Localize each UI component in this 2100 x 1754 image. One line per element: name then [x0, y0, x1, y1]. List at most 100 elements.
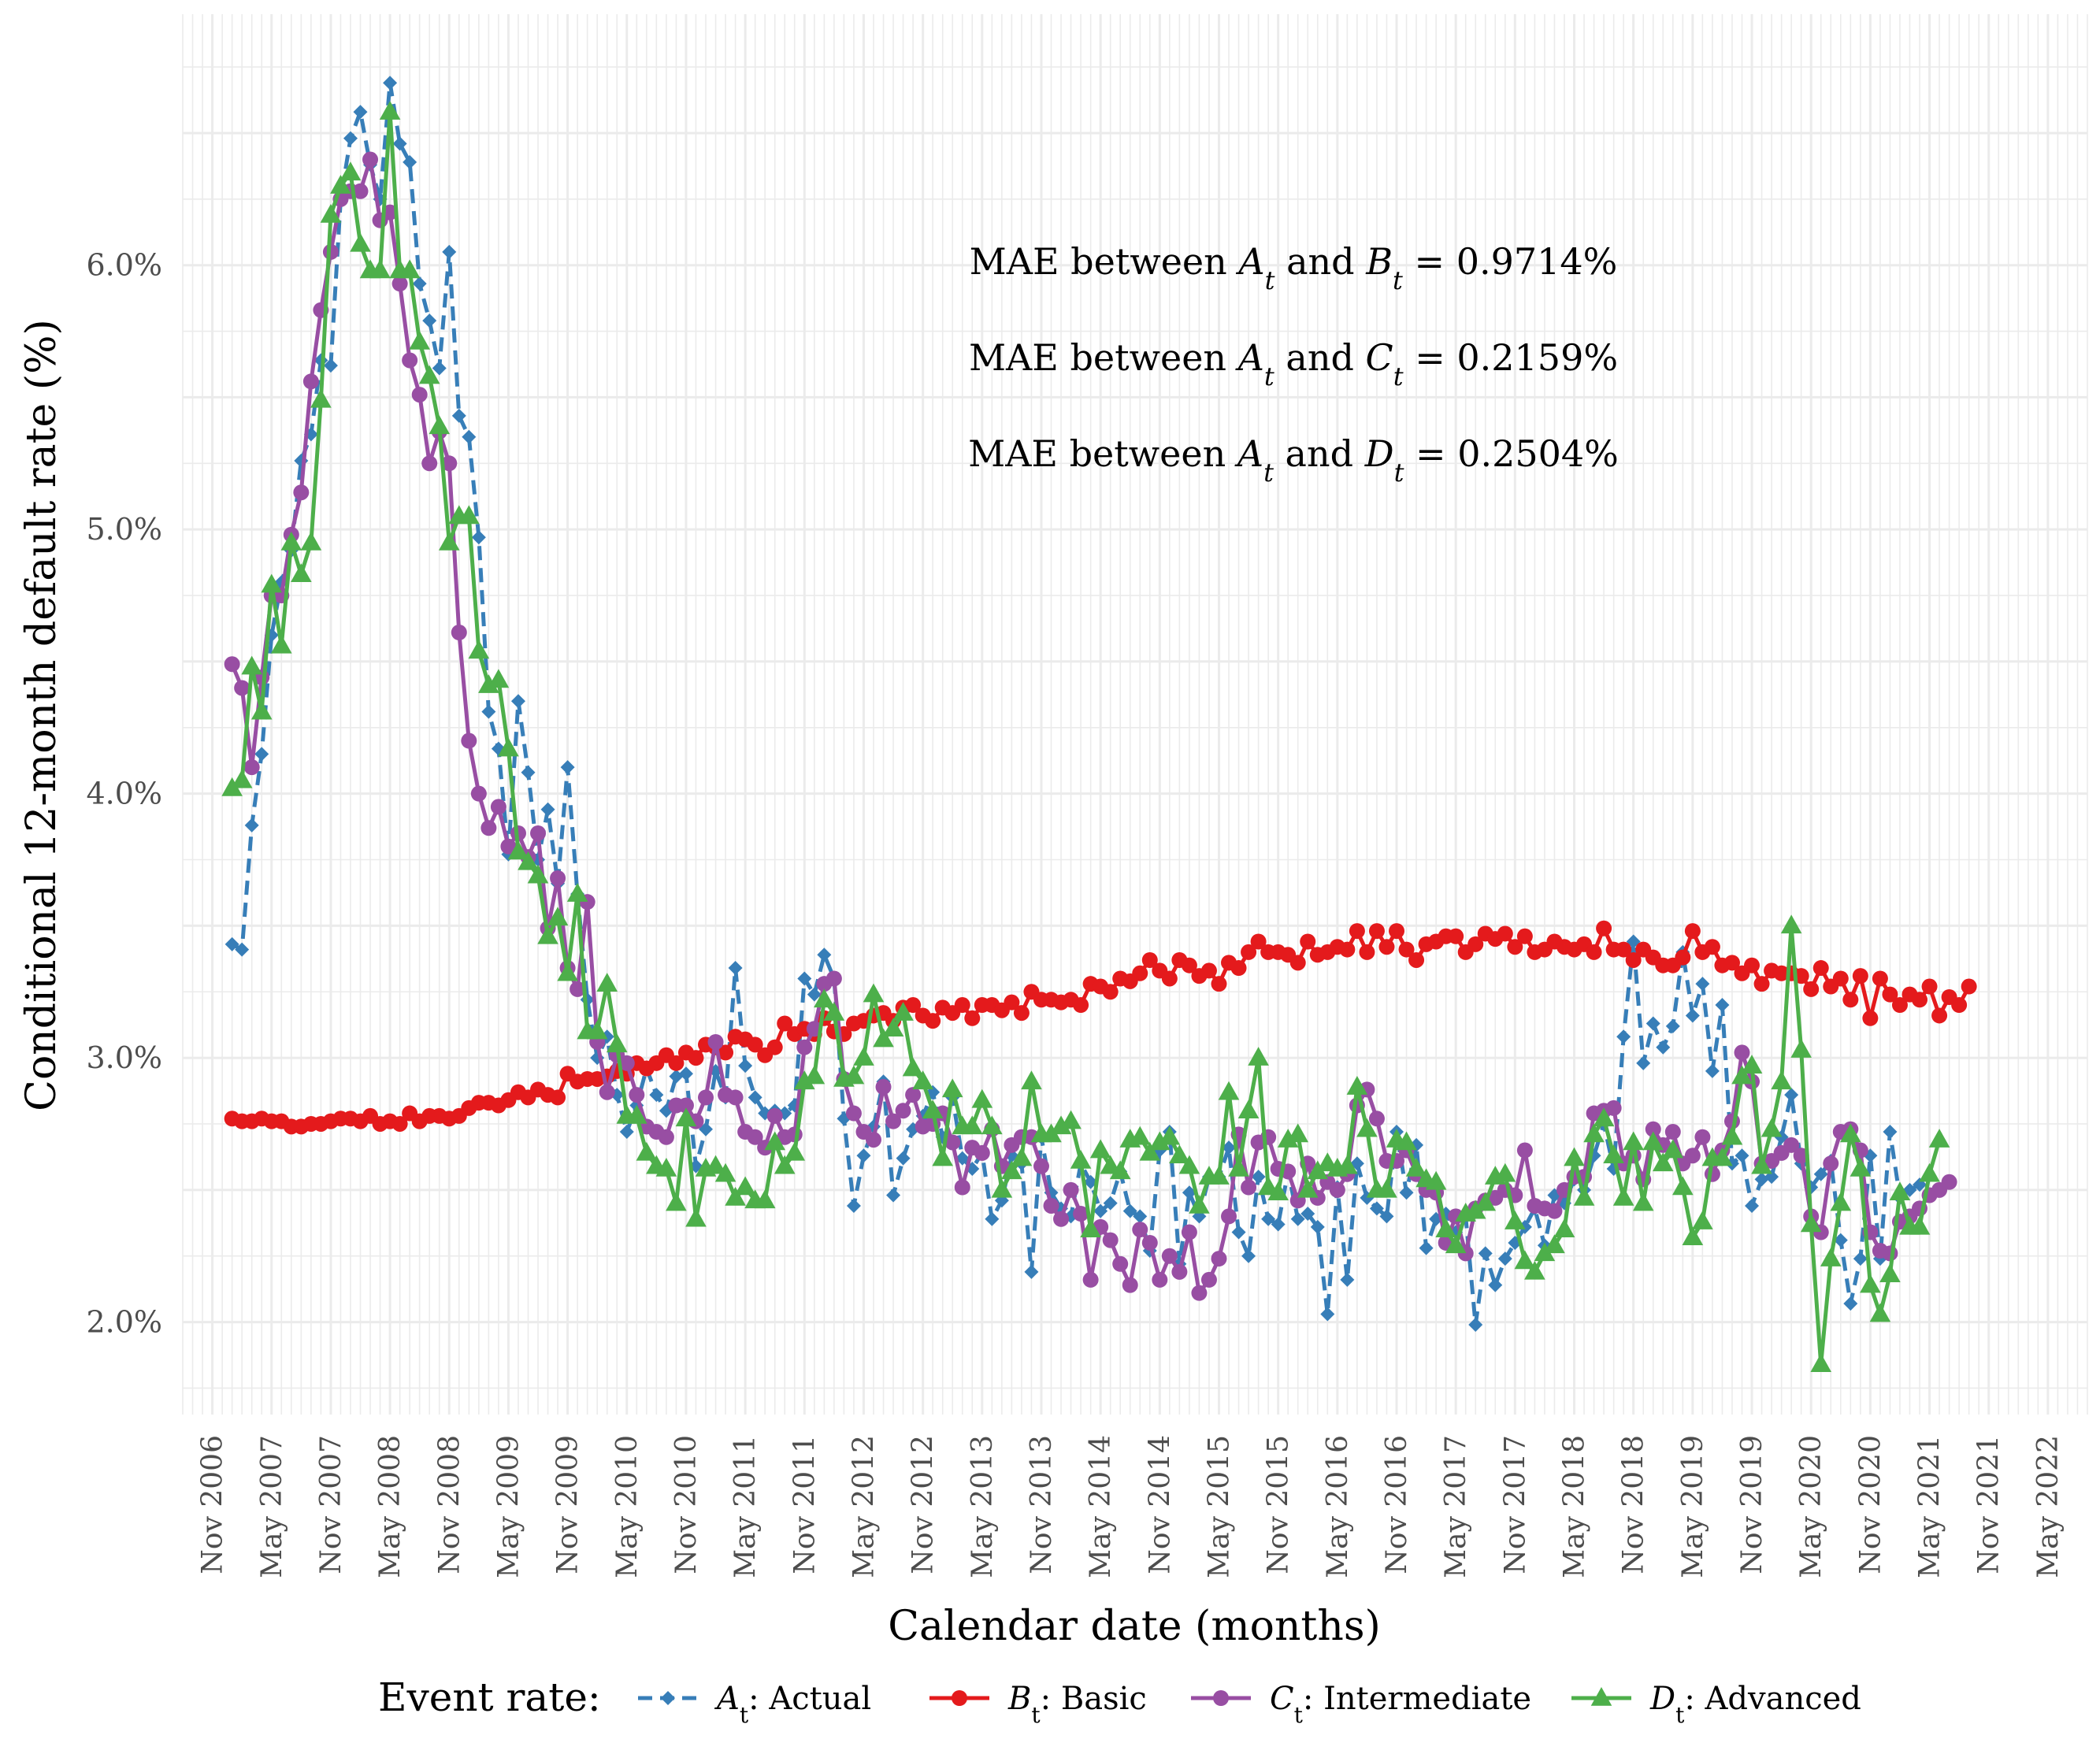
legend-item-b: Bt: Basic	[929, 1681, 1147, 1728]
data-point	[1041, 1123, 1062, 1143]
x-tick-label: May 2010	[611, 1435, 644, 1578]
data-point	[1860, 1274, 1881, 1293]
x-tick-label: Nov 2010	[670, 1435, 703, 1574]
x-tick-label: Nov 2009	[552, 1435, 584, 1574]
x-tick-label: Nov 2011	[788, 1435, 821, 1574]
data-point	[1070, 1149, 1092, 1169]
data-point	[458, 505, 480, 525]
legend-item-c: Ct: Intermediate	[1191, 1681, 1531, 1728]
data-point	[892, 1002, 914, 1021]
y-tick-label: 3.0%	[86, 1040, 162, 1075]
data-point	[1241, 1179, 1257, 1196]
data-point	[1001, 1160, 1022, 1180]
data-point	[231, 769, 253, 788]
data-point	[1419, 1240, 1434, 1255]
data-point	[1478, 1246, 1493, 1261]
data-point	[1445, 1234, 1467, 1254]
data-point	[1169, 1144, 1190, 1164]
mae-annotation: MAE between At and Bt = 0.9714%	[970, 240, 1618, 295]
data-point	[1745, 1198, 1760, 1213]
data-point	[1132, 1222, 1148, 1238]
data-point	[1129, 1125, 1151, 1145]
data-point	[1692, 1211, 1713, 1229]
data-point	[1494, 1163, 1516, 1182]
data-point	[362, 151, 379, 168]
data-point	[1290, 1211, 1305, 1226]
data-point	[421, 455, 438, 472]
data-point	[1171, 1263, 1188, 1280]
data-point	[498, 737, 519, 757]
data-point	[560, 760, 575, 775]
data-point	[1586, 944, 1602, 960]
data-point	[1122, 1277, 1138, 1293]
x-tick-label: Nov 2019	[1736, 1435, 1768, 1574]
data-point	[764, 1131, 786, 1151]
data-point	[1705, 1063, 1720, 1078]
data-point	[618, 1055, 635, 1071]
data-point	[714, 1163, 736, 1182]
data-point	[468, 640, 490, 659]
data-point	[566, 883, 588, 902]
data-point	[793, 1070, 815, 1090]
data-point	[747, 1129, 763, 1145]
data-point	[530, 825, 547, 841]
data-point	[1723, 955, 1740, 971]
data-point	[1337, 1155, 1358, 1174]
data-point	[1181, 1224, 1197, 1240]
data-point	[655, 1158, 677, 1177]
data-point	[1780, 914, 1802, 934]
data-point	[1307, 1160, 1329, 1180]
legend-item-a: At: Actual	[638, 1681, 871, 1728]
data-point	[905, 1087, 922, 1103]
data-point	[224, 936, 239, 951]
data-point	[291, 563, 312, 582]
data-point	[1248, 1047, 1269, 1066]
data-point	[1869, 1303, 1891, 1322]
x-tick-label: Nov 2008	[433, 1435, 466, 1574]
data-point	[1682, 1226, 1704, 1246]
data-point	[685, 1207, 707, 1227]
data-point	[961, 1115, 983, 1135]
data-point	[1102, 1232, 1119, 1248]
data-point	[1349, 923, 1365, 940]
series-b	[224, 920, 1977, 1135]
data-point	[391, 1115, 408, 1132]
data-point	[330, 175, 351, 194]
data-point	[1208, 1166, 1230, 1185]
data-point	[241, 655, 262, 675]
data-point	[518, 851, 539, 870]
data-point	[1803, 981, 1820, 997]
data-point	[1652, 1152, 1674, 1172]
data-point	[1516, 928, 1533, 944]
data-point	[1883, 1125, 1898, 1140]
x-axis-label: Calendar date (months)	[888, 1603, 1381, 1650]
data-point	[1250, 933, 1267, 950]
x-tick-label: May 2020	[1795, 1435, 1827, 1578]
data-point	[629, 1087, 645, 1103]
data-point	[675, 1107, 697, 1127]
data-point	[442, 244, 457, 259]
data-point	[856, 1148, 871, 1163]
x-tick-label: Nov 2007	[315, 1435, 347, 1574]
data-point	[480, 820, 497, 836]
data-point	[1879, 1263, 1901, 1282]
data-point	[803, 1065, 826, 1085]
x-tick-label: Nov 2016	[1381, 1435, 1413, 1574]
data-point	[1583, 1123, 1605, 1143]
data-point	[1132, 965, 1148, 981]
data-point	[379, 101, 401, 120]
data-point	[507, 840, 529, 860]
data-point	[527, 864, 549, 884]
mae-annotation: MAE between At and Dt = 0.2504%	[968, 432, 1619, 488]
x-tick-label: Nov 2006	[197, 1435, 229, 1574]
data-point	[1408, 951, 1425, 968]
data-point	[1073, 1206, 1089, 1222]
data-point	[471, 530, 486, 545]
data-point	[1339, 941, 1356, 958]
data-point	[1398, 941, 1415, 958]
data-point	[1133, 1209, 1148, 1224]
data-point	[399, 259, 421, 279]
x-tick-label: Nov 2017	[1499, 1435, 1531, 1574]
data-point	[1684, 923, 1701, 940]
data-point	[797, 971, 812, 986]
